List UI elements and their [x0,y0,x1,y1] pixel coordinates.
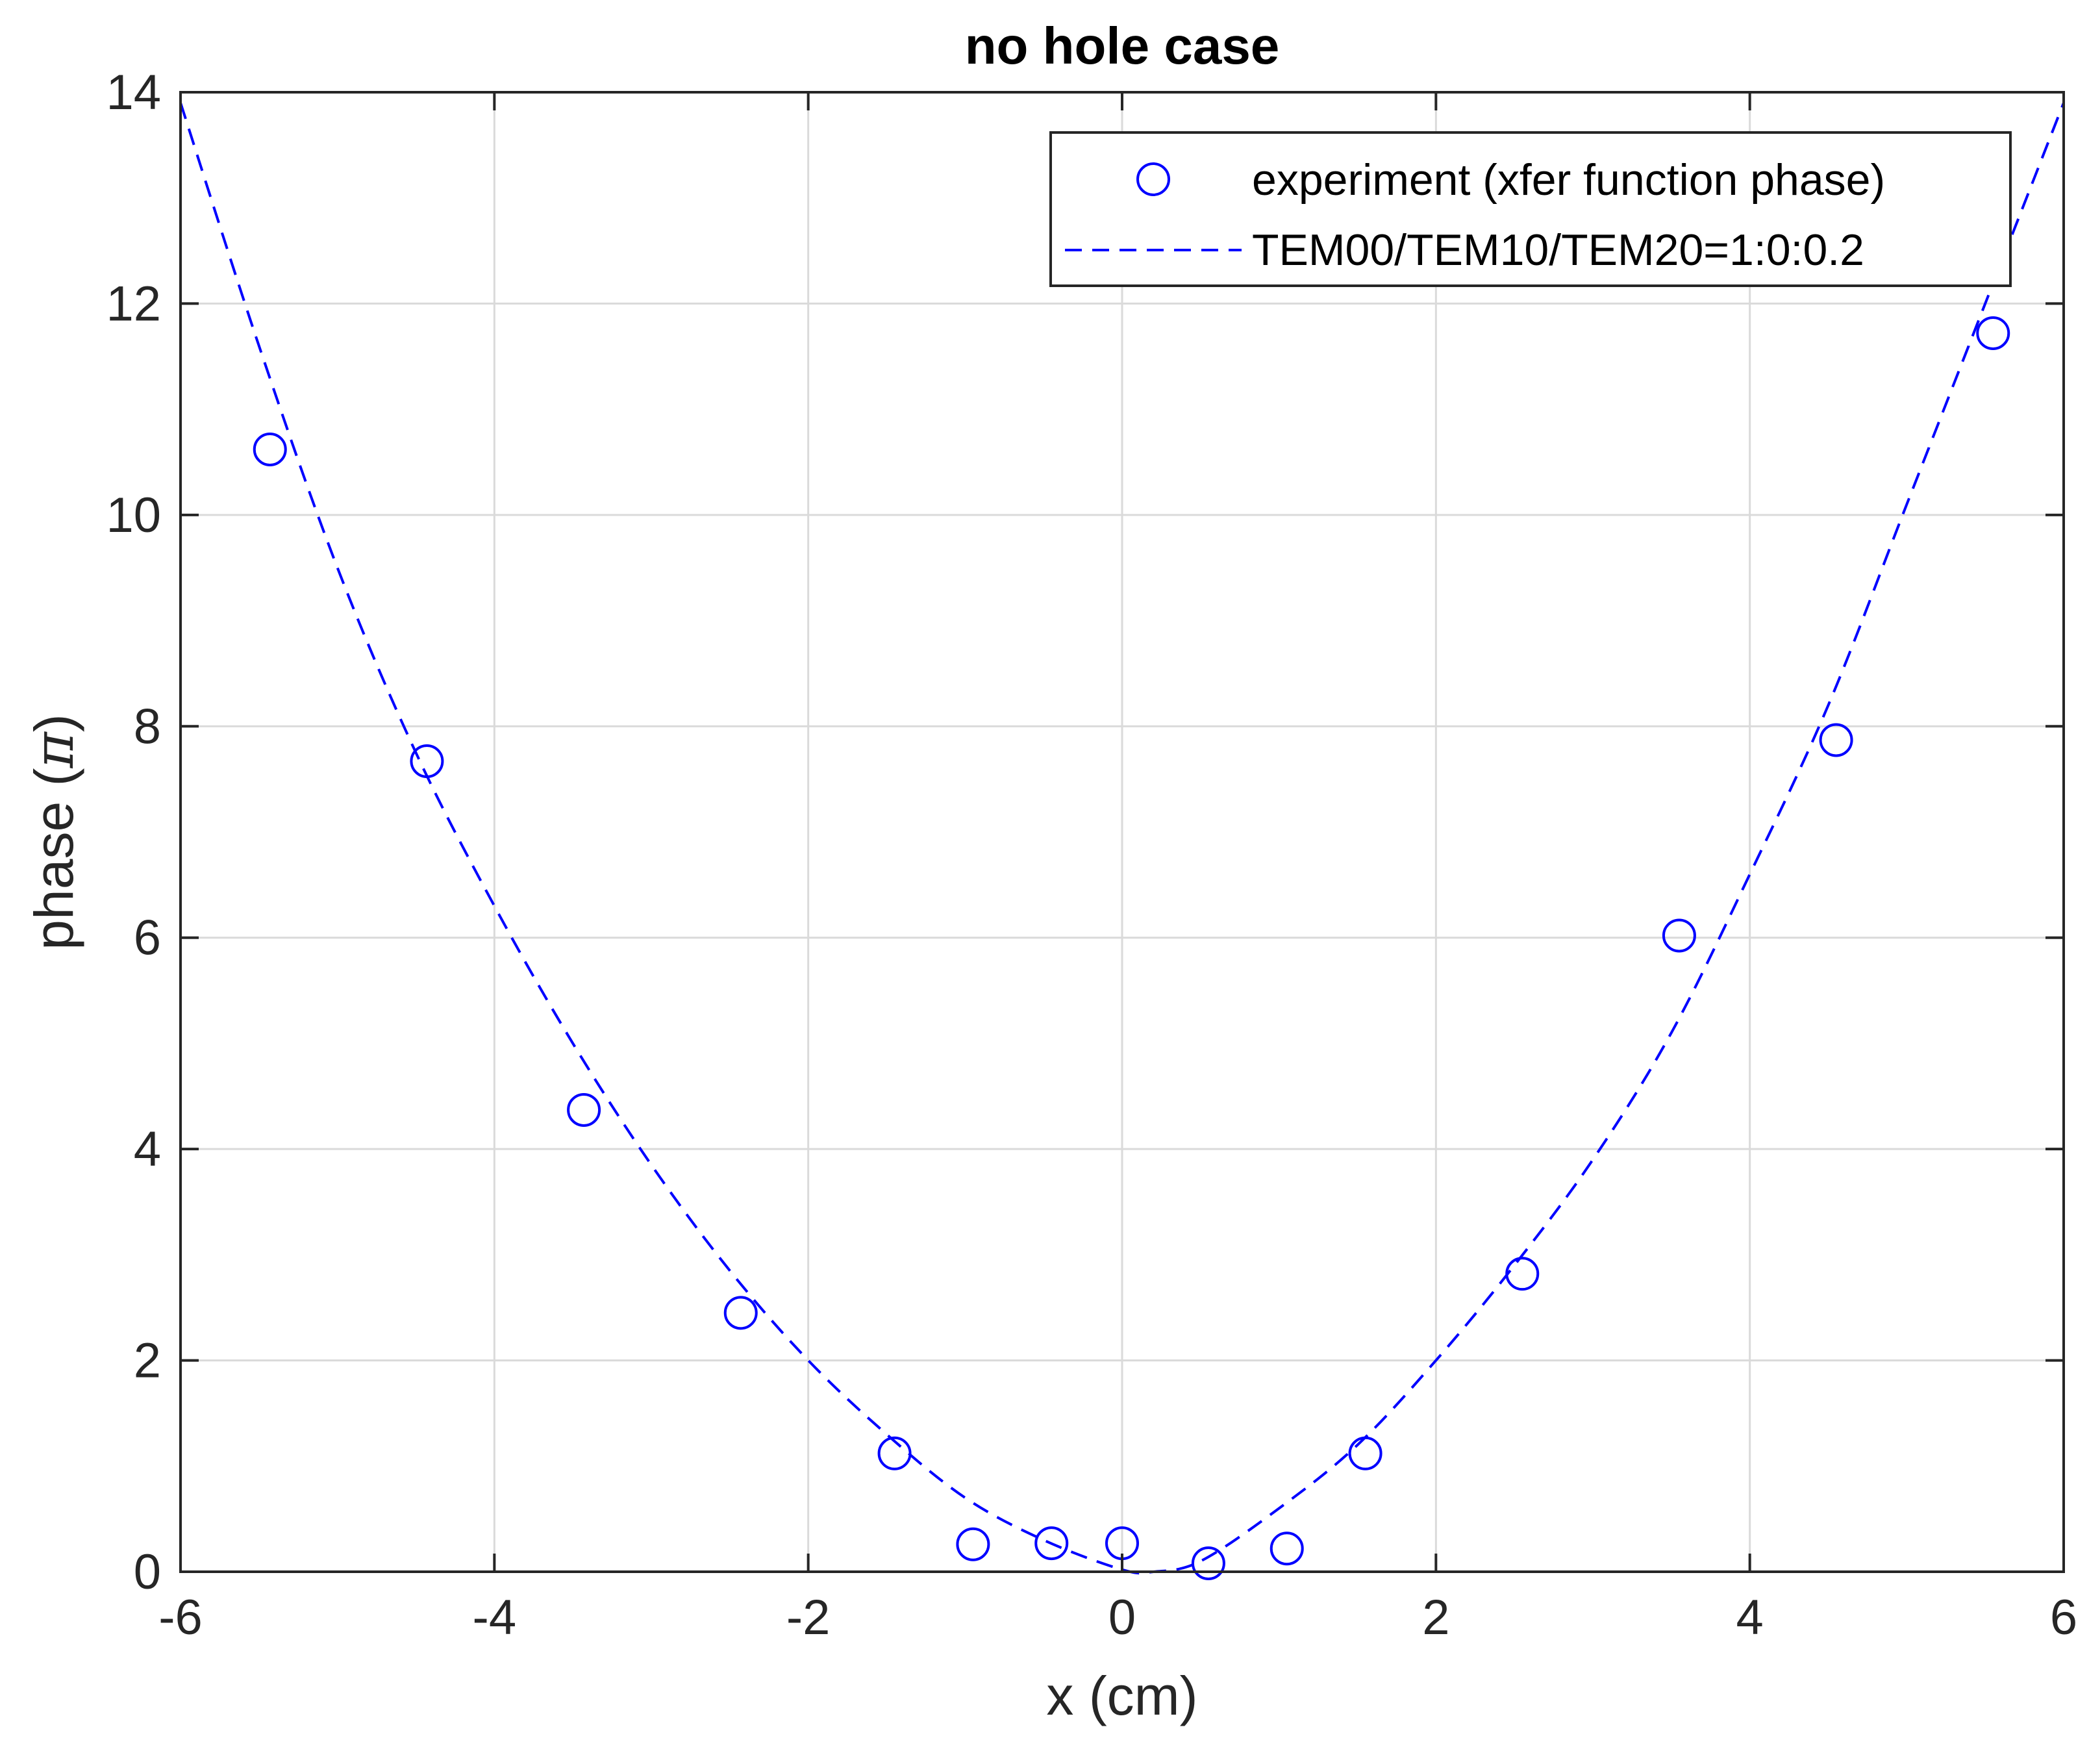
y-tick-label: 4 [134,1122,161,1177]
legend-box [1049,131,2012,287]
experiment-point [1505,1257,1540,1291]
y-tick-label: 14 [106,65,161,120]
tick-marks [179,91,2065,1573]
y-tick-label: 10 [106,488,161,543]
x-tick-label: -4 [473,1590,517,1645]
y-tick-labels: 0 2 4 6 8 10 12 14 [106,65,161,1600]
experiment-point [1976,316,2010,350]
x-axis-label: x (cm) [1046,1665,1197,1726]
experiment-markers-layer [253,316,2010,1580]
x-tick-label: 2 [1422,1590,1449,1645]
x-tick-label: 6 [2050,1590,2077,1645]
legend-label-fit: TEM00/TEM10/TEM20=1:0:0.2 [1252,225,1864,275]
experiment-point [1819,723,1853,757]
y-tick-label: 8 [134,699,161,754]
x-tick-label: 4 [1736,1590,1764,1645]
x-tick-labels: -6 -4 -2 0 2 4 6 [158,1590,2077,1645]
fit-curve-tem00-tem10-tem20 [179,102,2065,1575]
chart-title: no hole case [965,17,1280,75]
experiment-point [1034,1526,1069,1561]
y-tick-label: 0 [134,1544,161,1600]
experiment-point [877,1436,912,1470]
y-tick-label: 2 [134,1333,161,1389]
experiment-point [1191,1546,1225,1580]
y-tick-label: 6 [134,911,161,966]
experiment-point [723,1296,758,1330]
x-tick-label: -6 [158,1590,203,1645]
experiment-point [1348,1436,1382,1470]
x-tick-label: -2 [786,1590,831,1645]
y-axis-label: phase (π) [22,714,86,950]
experiment-point [410,744,444,778]
legend-label-experiment: experiment (xfer function phase) [1252,155,1885,205]
experiment-point [253,432,287,466]
y-axis-label-pi: π [22,731,86,769]
fit-curve-layer [179,102,2065,1575]
legend-circle-marker [1136,162,1170,196]
experiment-point [1270,1531,1304,1566]
x-tick-label: 0 [1108,1590,1136,1645]
experiment-point [567,1092,601,1127]
y-tick-label: 12 [106,276,161,331]
experiment-point [956,1527,990,1561]
experiment-point [1662,918,1696,953]
y-axis-label-prefix: phase ( [23,768,84,950]
legend: experiment (xfer function phase) TEM00/T… [1049,131,2012,287]
y-axis-label-suffix: ) [23,714,84,732]
grid-lines [179,91,2065,1573]
